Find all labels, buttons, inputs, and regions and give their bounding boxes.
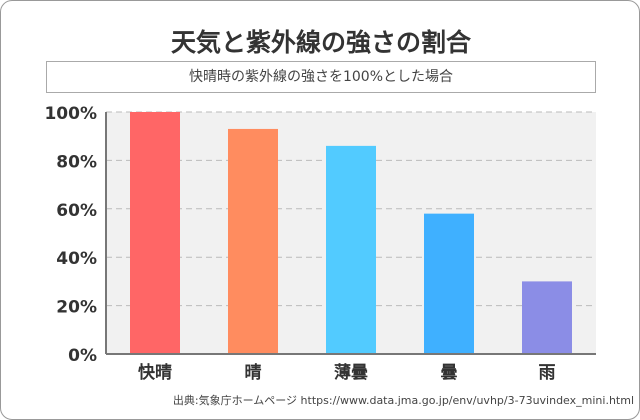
x-tick-label: 雨	[539, 363, 556, 383]
chart-title: 天気と紫外線の強さの割合	[170, 28, 471, 57]
x-tick-label: 晴	[245, 363, 262, 383]
bar-4	[522, 281, 572, 354]
chart-subtitle: 快晴時の紫外線の強さを100%とした場合	[46, 61, 596, 93]
bar-2	[326, 145, 376, 354]
bar-0	[130, 112, 180, 354]
x-tick-label: 薄曇	[334, 362, 368, 383]
y-tick-label: 0%	[68, 346, 97, 366]
bar-3	[424, 213, 474, 354]
y-tick-label: 40%	[56, 249, 97, 269]
y-tick-label: 20%	[56, 298, 97, 318]
bar-1	[228, 128, 278, 354]
y-tick-label: 60%	[56, 201, 97, 221]
y-tick-label: 100%	[44, 104, 97, 124]
x-tick-label: 曇	[441, 363, 458, 383]
x-tick-label: 快晴	[138, 362, 172, 383]
source-note: 出典:気象庁ホームページ https://www.data.jma.go.jp/…	[172, 394, 634, 407]
y-tick-label: 80%	[56, 152, 97, 172]
